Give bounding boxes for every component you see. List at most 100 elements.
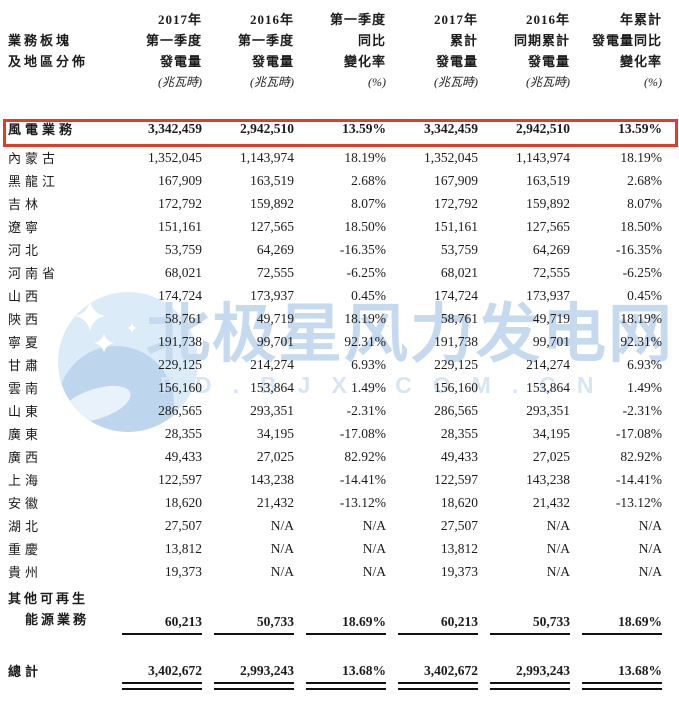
value-cell: 50,733: [202, 614, 294, 635]
value-cell: 92.31%: [620, 333, 662, 349]
row-label: 甘肅: [8, 358, 43, 373]
value-cell: 2,993,243: [202, 663, 294, 690]
value-cell: 58,761: [440, 310, 478, 326]
value-cell: 293,351: [250, 402, 294, 418]
value-cell: 60,213: [386, 614, 478, 635]
value-cell: N/A: [638, 517, 662, 533]
double-rule: [582, 682, 662, 690]
value-cell: 18,620: [440, 494, 478, 510]
value-cell: 13.59%: [618, 120, 662, 136]
value-cell: 122,597: [158, 471, 202, 487]
column-header: 2016年 同期累計 發電量 (兆瓦時): [513, 12, 570, 89]
value-cell: 13,812: [440, 540, 478, 556]
table-body: 風電業務 3,342,459 2,942,510 13.59% 3,342,459 2,9…: [0, 111, 679, 690]
value-cell: N/A: [546, 540, 570, 556]
column-header: 年累計 發電量同比 變化率 (%): [591, 12, 662, 89]
value-cell: 18.19%: [344, 310, 386, 326]
value-cell: N/A: [362, 517, 386, 533]
value-cell: 153,864: [526, 379, 570, 395]
value-cell: 34,195: [256, 425, 294, 441]
value-cell: 286,565: [158, 402, 202, 418]
table-row-region: 雲南 156,160 153,864 1.49% 156,160 153,864 1.49%: [0, 376, 679, 399]
value-cell: -13.12%: [339, 494, 386, 510]
column-header: 2017年 累計 發電量 (兆瓦時): [433, 12, 478, 89]
row-label: 內蒙古: [8, 151, 60, 166]
table-row-region: 貴州 19,373 N/A N/A 19,373 N/A N/A: [0, 560, 679, 583]
value-cell: -2.31%: [622, 402, 662, 418]
value-cell: 27,507: [164, 517, 202, 533]
table-row-region: 陝西 58,761 49,719 18.19% 58,761 49,719 18.19%: [0, 307, 679, 330]
value-cell: 18.50%: [620, 218, 662, 234]
table-row-region: 寧夏 191,738 99,701 92.31% 191,738 99,701 92.31%: [0, 330, 679, 353]
value-cell: 49,719: [256, 310, 294, 326]
value-cell: 159,892: [526, 195, 570, 211]
value-cell: 1,352,045: [424, 149, 478, 165]
value-cell: 6.93%: [627, 356, 662, 372]
row-label: 湖北: [8, 519, 43, 534]
value-cell: 3,342,459: [424, 120, 478, 136]
column-header: 2017年 第一季度 發電量 (兆瓦時): [145, 12, 202, 89]
table-row-region: 吉林 172,792 159,892 8.07% 172,792 159,892 8.07%: [0, 192, 679, 215]
value-cell: 2,942,510: [516, 120, 570, 136]
value-cell: 18.69%: [570, 614, 662, 635]
value-cell: 53,759: [164, 241, 202, 257]
value-cell: N/A: [270, 517, 294, 533]
value-cell: N/A: [362, 563, 386, 579]
value-cell: 191,738: [434, 333, 478, 349]
single-rule: [306, 633, 386, 635]
double-rule: [398, 682, 478, 690]
column-header: 2016年 第一季度 發電量 (兆瓦時): [237, 12, 294, 89]
row-label: 遼寧: [8, 220, 43, 235]
value-cell: -13.12%: [615, 494, 662, 510]
row-label: 山東: [8, 404, 43, 419]
single-rule: [398, 633, 478, 635]
value-cell: N/A: [270, 540, 294, 556]
value-cell: 143,238: [250, 471, 294, 487]
value-cell: 2.68%: [627, 172, 662, 188]
row-label: 上海: [8, 473, 43, 488]
double-rule: [122, 682, 202, 690]
value-cell: 2,942,510: [240, 120, 294, 136]
value-cell: 8.07%: [351, 195, 386, 211]
value-cell: 18.50%: [344, 218, 386, 234]
value-cell: 68,021: [164, 264, 202, 280]
value-cell: -14.41%: [339, 471, 386, 487]
value-cell: 53,759: [440, 241, 478, 257]
row-label: 寧夏: [8, 335, 43, 350]
value-cell: 173,937: [526, 287, 570, 303]
value-cell: 92.31%: [344, 333, 386, 349]
value-cell: 167,909: [434, 172, 478, 188]
value-cell: -2.31%: [346, 402, 386, 418]
value-cell: -17.08%: [615, 425, 662, 441]
value-cell: 49,719: [532, 310, 570, 326]
value-cell: 172,792: [158, 195, 202, 211]
value-cell: 3,342,459: [148, 120, 202, 136]
value-cell: -6.25%: [622, 264, 662, 280]
table-row-region: 上海 122,597 143,238 -14.41% 122,597 143,238 -14…: [0, 468, 679, 491]
value-cell: 151,161: [158, 218, 202, 234]
row-label: 黑龍江: [8, 174, 60, 189]
value-cell: 172,792: [434, 195, 478, 211]
table-row-region: 山西 174,724 173,937 0.45% 174,724 173,937 0.45%: [0, 284, 679, 307]
value-cell: N/A: [270, 563, 294, 579]
value-cell: 60,213: [110, 614, 202, 635]
value-cell: 173,937: [250, 287, 294, 303]
value-cell: 18,620: [164, 494, 202, 510]
table-row-region: 遼寧 151,161 127,565 18.50% 151,161 127,565 18.5…: [0, 215, 679, 238]
value-cell: 99,701: [256, 333, 294, 349]
row-label: 重慶: [8, 542, 43, 557]
table-row-region: 內蒙古 1,352,045 1,143,974 18.19% 1,352,045 1,14…: [0, 146, 679, 169]
value-cell: 99,701: [532, 333, 570, 349]
value-cell: 21,432: [532, 494, 570, 510]
table-header: 業務板塊 及地區分佈 2017年 第一季度 發電量 (兆瓦時) 2016年 第一季度 發電量 (兆…: [0, 0, 679, 111]
value-cell: 13.59%: [342, 120, 386, 136]
double-rule: [214, 682, 294, 690]
value-cell: 191,738: [158, 333, 202, 349]
value-cell: 0.45%: [627, 287, 662, 303]
value-cell: 167,909: [158, 172, 202, 188]
value-cell: 34,195: [532, 425, 570, 441]
value-cell: 82.92%: [620, 448, 662, 464]
value-cell: 3,402,672: [386, 663, 478, 690]
value-cell: 1,143,974: [240, 149, 294, 165]
value-cell: 127,565: [250, 218, 294, 234]
